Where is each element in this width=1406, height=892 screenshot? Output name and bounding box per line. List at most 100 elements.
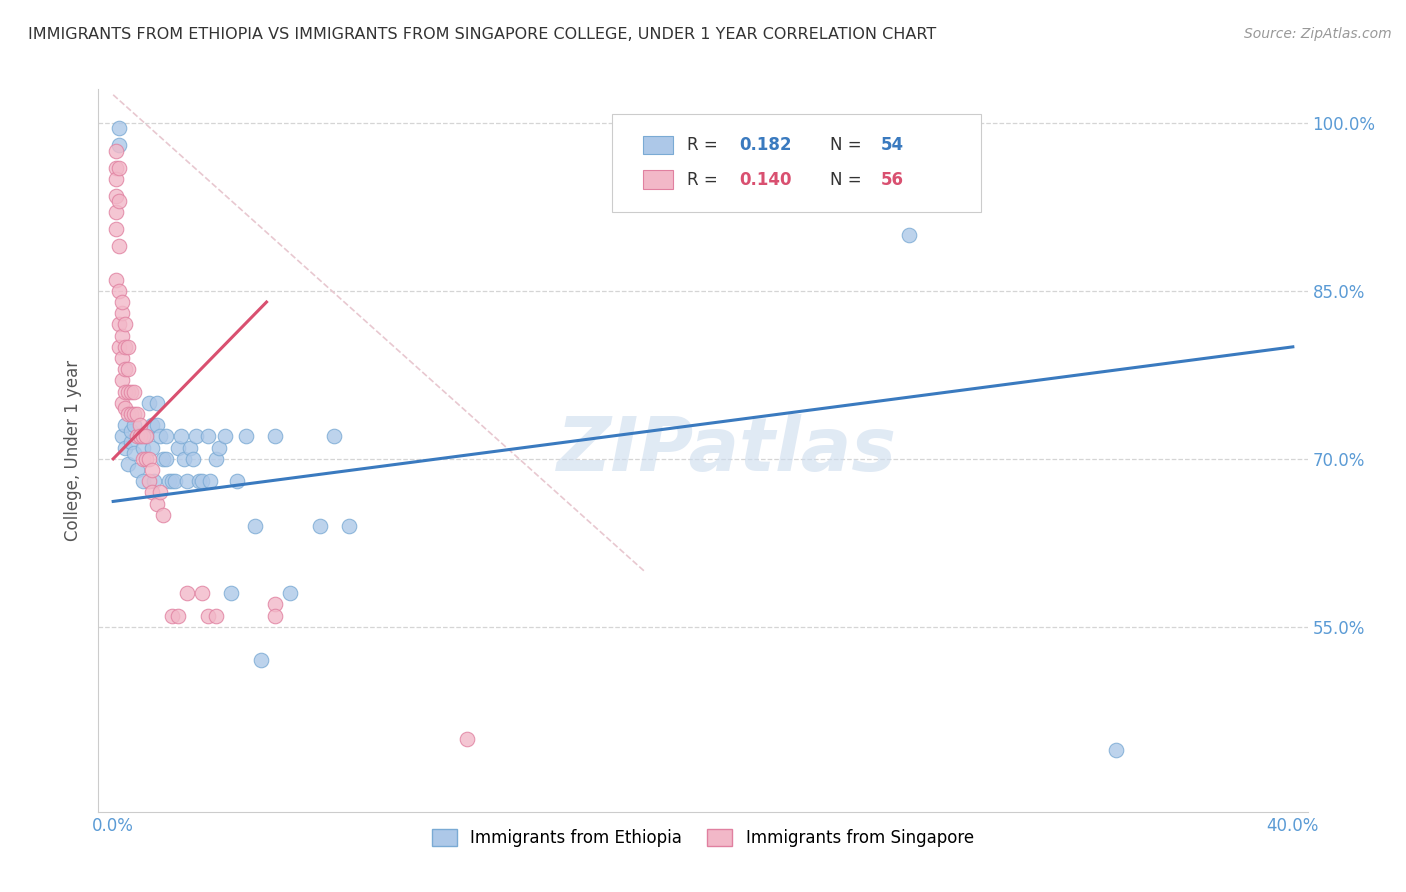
Point: [167, 441, 190, 455]
Point: [146, 396, 169, 410]
Point: [143, 475, 166, 489]
Point: [131, 429, 153, 443]
Point: [264, 429, 287, 443]
Point: [146, 418, 169, 433]
Point: [128, 429, 150, 443]
Point: [219, 586, 242, 600]
Point: [179, 441, 201, 455]
Point: [120, 435, 142, 450]
Point: [208, 441, 231, 455]
Point: [117, 384, 139, 399]
Text: R =: R =: [688, 170, 723, 188]
Point: [898, 227, 921, 242]
Point: [138, 475, 160, 489]
Point: [131, 475, 153, 489]
Point: [108, 239, 131, 253]
Point: [160, 475, 183, 489]
Text: N =: N =: [830, 170, 868, 188]
Point: [114, 340, 136, 354]
Point: [105, 144, 128, 158]
Point: [120, 407, 142, 421]
Text: 56: 56: [880, 170, 904, 188]
Point: [173, 451, 195, 466]
Point: [226, 475, 249, 489]
Point: [141, 463, 163, 477]
Point: [114, 418, 136, 433]
Point: [122, 418, 145, 433]
Point: [122, 407, 145, 421]
Point: [205, 608, 228, 623]
Point: [149, 429, 172, 443]
Point: [135, 429, 157, 443]
Point: [176, 586, 198, 600]
Text: R =: R =: [688, 136, 723, 153]
Point: [135, 429, 157, 443]
Point: [146, 497, 169, 511]
Point: [456, 731, 478, 746]
Text: 0.182: 0.182: [740, 136, 792, 153]
Text: 0.140: 0.140: [740, 170, 792, 188]
Y-axis label: College, Under 1 year: College, Under 1 year: [65, 359, 83, 541]
Point: [264, 598, 287, 612]
Point: [117, 458, 139, 472]
Point: [187, 475, 209, 489]
Point: [128, 418, 150, 433]
Point: [105, 272, 128, 286]
Point: [122, 384, 145, 399]
Point: [114, 362, 136, 376]
Point: [308, 519, 330, 533]
Point: [114, 401, 136, 416]
Point: [111, 295, 134, 310]
Point: [111, 374, 134, 388]
Point: [108, 161, 131, 175]
Point: [122, 446, 145, 460]
Point: [117, 407, 139, 421]
Point: [131, 441, 153, 455]
Point: [111, 306, 134, 320]
Point: [243, 519, 266, 533]
FancyBboxPatch shape: [643, 170, 673, 188]
Point: [117, 362, 139, 376]
Point: [111, 328, 134, 343]
Point: [138, 396, 160, 410]
Point: [105, 161, 128, 175]
Point: [105, 171, 128, 186]
Point: [108, 121, 131, 136]
Point: [160, 608, 183, 623]
Point: [197, 429, 219, 443]
Text: Source: ZipAtlas.com: Source: ZipAtlas.com: [1244, 27, 1392, 41]
Point: [114, 384, 136, 399]
Point: [108, 318, 131, 332]
Point: [200, 475, 222, 489]
Point: [108, 138, 131, 153]
Point: [249, 653, 271, 667]
Point: [120, 384, 142, 399]
Point: [184, 429, 207, 443]
Point: [105, 222, 128, 236]
Point: [105, 205, 128, 219]
Point: [337, 519, 360, 533]
Point: [278, 586, 301, 600]
Point: [111, 429, 134, 443]
Point: [114, 318, 136, 332]
Point: [170, 429, 193, 443]
Point: [1105, 743, 1128, 757]
Point: [165, 475, 187, 489]
Text: IMMIGRANTS FROM ETHIOPIA VS IMMIGRANTS FROM SINGAPORE COLLEGE, UNDER 1 YEAR CORR: IMMIGRANTS FROM ETHIOPIA VS IMMIGRANTS F…: [28, 27, 936, 42]
Point: [105, 188, 128, 202]
Point: [155, 429, 177, 443]
Point: [190, 586, 212, 600]
Point: [131, 451, 153, 466]
Point: [120, 424, 142, 438]
Point: [149, 485, 172, 500]
Point: [141, 485, 163, 500]
Point: [235, 429, 257, 443]
Point: [125, 429, 148, 443]
Point: [125, 463, 148, 477]
Point: [155, 451, 177, 466]
Point: [138, 451, 160, 466]
Point: [152, 451, 174, 466]
Point: [108, 284, 131, 298]
Text: 54: 54: [880, 136, 904, 153]
Point: [117, 340, 139, 354]
